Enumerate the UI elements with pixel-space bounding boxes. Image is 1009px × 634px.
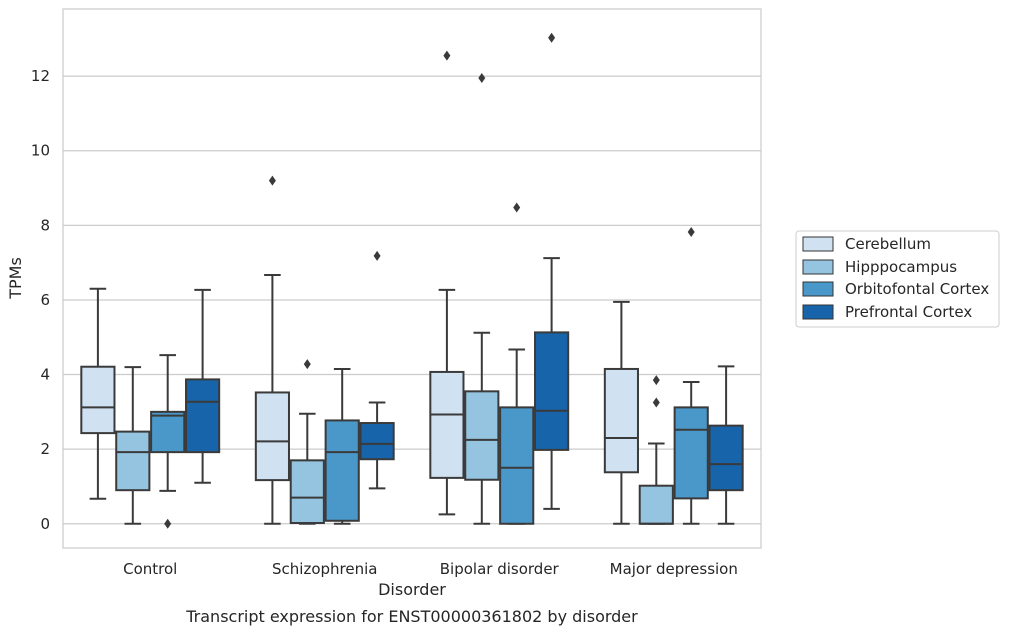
box-iqr — [324, 419, 360, 522]
box-cerebellum-schizophrenia — [254, 175, 290, 525]
outlier-point — [652, 397, 660, 408]
box-iqr — [603, 367, 639, 474]
legend: Cerebellum Hipppocampus Orbitofontal Cor… — [795, 230, 1000, 328]
outlier-point — [303, 359, 311, 370]
box-prefrontal-cortex-control — [185, 288, 221, 484]
box-iqr — [185, 378, 221, 454]
x-axis-title: Disorder — [378, 580, 446, 599]
x-tick-label-control: Control — [123, 560, 177, 578]
box-iqr — [150, 410, 186, 454]
y-tick-label: 2 — [40, 440, 50, 458]
box-iqr — [80, 365, 116, 435]
box-iqr — [499, 406, 535, 525]
x-tick-label-schizophrenia: Schizophrenia — [272, 560, 377, 578]
series-cerebellum — [80, 50, 639, 525]
outlier-point — [548, 32, 556, 43]
box-orbitofontal-cortex-major-depression — [673, 227, 709, 525]
box-prefrontal-cortex-schizophrenia — [359, 250, 395, 490]
legend-swatch-orbitofontal-cortex — [802, 281, 834, 297]
x-tick-label-major-depression: Major depression — [610, 560, 738, 578]
series-hipppocampus — [115, 73, 674, 525]
box-hipppocampus-major-depression — [638, 375, 674, 525]
box-hipppocampus-bipolar-disorder — [464, 73, 500, 525]
x-tick-label-bipolar-disorder: Bipolar disorder — [440, 560, 560, 578]
box-iqr — [429, 370, 465, 479]
legend-label-hipppocampus: Hipppocampus — [845, 258, 957, 276]
outlier-point — [164, 518, 172, 529]
legend-swatch-prefrontal-cortex — [802, 304, 834, 320]
outlier-point — [513, 202, 521, 213]
series-prefrontal-cortex — [185, 32, 744, 525]
box-hipppocampus-schizophrenia — [289, 359, 325, 525]
legend-label-orbitofontal-cortex: Orbitofontal Cortex — [845, 280, 989, 298]
legend-frame — [795, 230, 1000, 328]
box-iqr — [289, 459, 325, 525]
y-tick-label: 10 — [31, 142, 50, 160]
box-orbitofontal-cortex-bipolar-disorder — [499, 202, 535, 525]
box-orbitofontal-cortex-schizophrenia — [324, 367, 360, 525]
y-tick-label: 8 — [40, 216, 50, 234]
box-iqr — [673, 406, 709, 500]
box-iqr — [534, 331, 570, 451]
box-iqr — [359, 422, 395, 461]
y-tick-label: 0 — [40, 515, 50, 533]
outlier-point — [268, 175, 276, 186]
y-tick-label: 4 — [40, 366, 50, 384]
box-prefrontal-cortex-major-depression — [708, 365, 744, 525]
box-iqr — [254, 391, 290, 482]
box-iqr — [464, 390, 500, 481]
box-cerebellum-control — [80, 287, 116, 500]
box-series — [80, 32, 744, 529]
outlier-point — [373, 250, 381, 261]
outlier-point — [478, 73, 486, 84]
chart-caption: Transcript expression for ENST0000036180… — [185, 607, 638, 626]
y-axis-title: TPMs — [6, 257, 25, 300]
legend-label-cerebellum: Cerebellum — [845, 235, 931, 253]
legend-label-prefrontal-cortex: Prefrontal Cortex — [845, 303, 972, 321]
box-iqr — [638, 484, 674, 525]
plot-area — [62, 8, 762, 549]
outlier-point — [652, 375, 660, 386]
box-orbitofontal-cortex-control — [150, 354, 186, 529]
legend-swatch-cerebellum — [802, 236, 834, 252]
outlier-point — [687, 227, 695, 238]
box-iqr — [115, 430, 151, 492]
y-tick-label: 12 — [31, 67, 50, 85]
outlier-point — [443, 50, 451, 61]
y-tick-label: 6 — [40, 291, 50, 309]
box-prefrontal-cortex-bipolar-disorder — [534, 32, 570, 510]
box-cerebellum-bipolar-disorder — [429, 50, 465, 516]
y-axis-ticks: 0 2 4 6 8 10 12 — [31, 67, 50, 533]
legend-swatch-hipppocampus — [802, 259, 834, 275]
x-axis-ticks: Control Schizophrenia Bipolar disorder Majo… — [123, 560, 738, 578]
box-hipppocampus-control — [115, 366, 151, 525]
box-iqr — [708, 424, 744, 492]
box-cerebellum-major-depression — [603, 300, 639, 525]
series-orbitofontal-cortex — [150, 202, 709, 529]
